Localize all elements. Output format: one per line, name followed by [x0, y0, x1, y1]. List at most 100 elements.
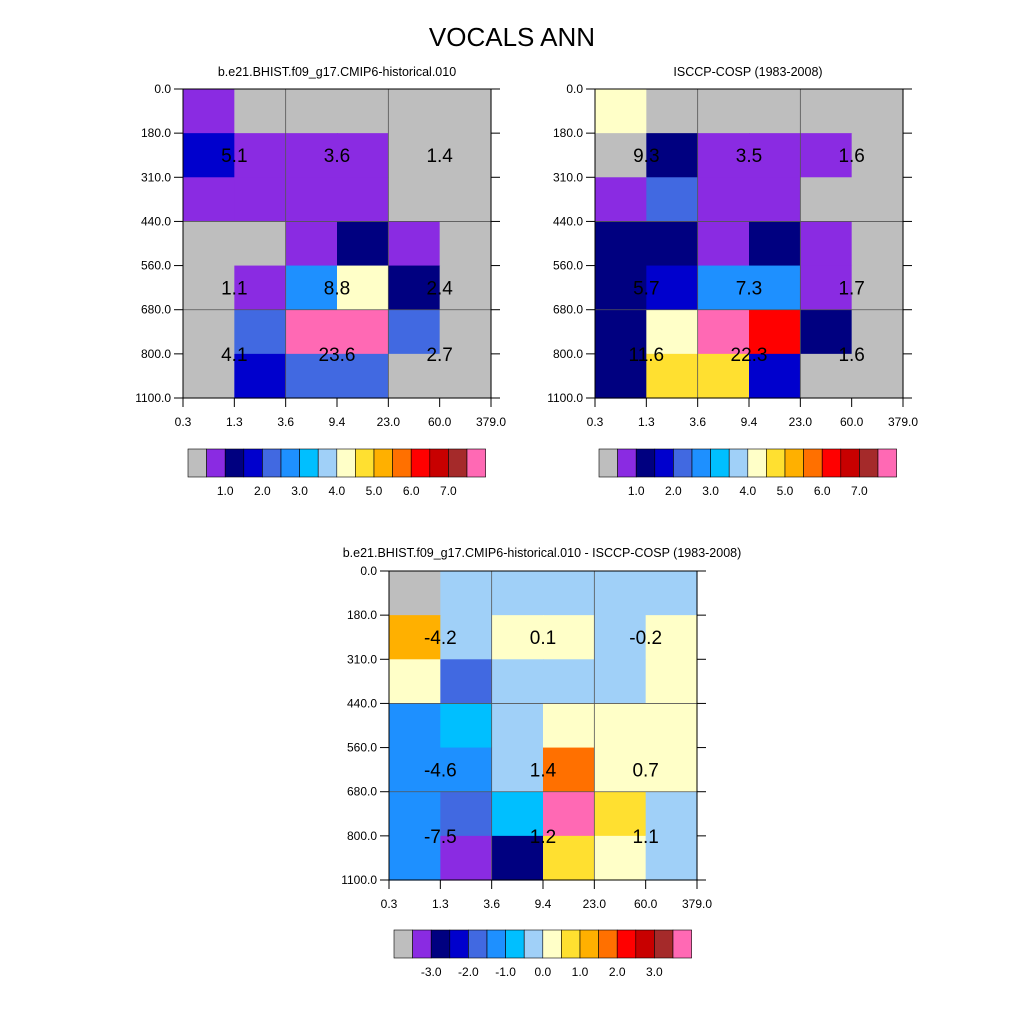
- colorbar-tick-label: 2.0: [609, 965, 626, 979]
- panel-diff-title: b.e21.BHIST.f09_g17.CMIP6-historical.010…: [343, 546, 742, 560]
- heatmap-cell: [645, 659, 698, 705]
- colorbar-swatch: [784, 448, 804, 478]
- heatmap-cell: [645, 835, 698, 881]
- colorbar-swatch: [579, 929, 599, 959]
- heatmap-cell: [337, 265, 389, 311]
- y-tick-label: 1100.0: [547, 391, 583, 405]
- colorbar-tick-label: 3.0: [702, 484, 719, 498]
- heatmap-cell: [388, 133, 441, 178]
- heatmap-cell: [183, 353, 235, 399]
- heatmap-cell: [800, 353, 853, 399]
- colorbar-swatch: [859, 448, 879, 478]
- section-value-label: 7.3: [736, 279, 762, 300]
- heatmap-cell: [491, 791, 544, 837]
- colorbar-swatch: [635, 448, 656, 478]
- heatmap-cell: [388, 353, 441, 399]
- colorbar-tick-label: 3.0: [646, 965, 663, 979]
- panel-diff-axes: 0.0 180.0 310.0 440.0 560.0 680.0 800.0 1100.0 0…: [341, 564, 712, 911]
- heatmap-cell: [388, 265, 441, 311]
- heatmap-cell: [594, 615, 647, 660]
- x-tick-label: 9.4: [741, 415, 758, 429]
- y-tick-label: 180.0: [347, 608, 377, 622]
- heatmap-cell: [491, 571, 544, 616]
- section-value-label: 8.8: [324, 279, 350, 300]
- colorbar-tick-label: 5.0: [366, 484, 383, 498]
- colorbar-diff: -3.0 -2.0 -1.0 0.0 1.0 2.0 3.0: [393, 929, 692, 979]
- heatmap-cell: [285, 221, 338, 267]
- section-value-label: 4.1: [221, 345, 247, 366]
- colorbar-tick-label: 4.0: [328, 484, 345, 498]
- heatmap-cell: [234, 133, 287, 178]
- heatmap-cell: [491, 835, 544, 881]
- colorbar-swatch: [710, 448, 730, 478]
- heatmap-cell: [389, 791, 441, 837]
- x-tick-label: 60.0: [428, 415, 452, 429]
- colorbar-tick-label: 6.0: [814, 484, 831, 498]
- colorbar-tick-label: -2.0: [458, 965, 479, 979]
- colorbar-swatch: [224, 448, 245, 478]
- colorbar-swatch: [393, 929, 413, 959]
- heatmap-cell: [543, 747, 595, 793]
- heatmap-cell: [697, 353, 750, 399]
- heatmap-cell: [388, 177, 441, 223]
- heatmap-cell: [800, 221, 853, 267]
- heatmap-cell: [285, 265, 338, 311]
- heatmap-cell: [285, 133, 338, 178]
- panel-diff-values: -4.2 0.1 -0.2 -4.6 1.4 0.7 -7.5 1.2 1.1: [424, 628, 662, 848]
- y-tick-label: 680.0: [347, 785, 377, 799]
- y-tick-label: 0.0: [566, 82, 583, 96]
- section-value-label: -7.5: [424, 827, 457, 848]
- section-value-label: 22.3: [731, 345, 768, 366]
- heatmap-cell: [800, 133, 853, 178]
- panel-model-values: 5.1 3.6 1.4 1.1 8.8 2.4 4.1 23.6 2.7: [221, 146, 453, 366]
- heatmap-cell: [594, 571, 647, 616]
- heatmap-cell: [234, 89, 287, 134]
- colorbar-swatch: [410, 448, 431, 478]
- colorbar-swatch: [598, 929, 618, 959]
- panel-model-grid: [183, 89, 491, 398]
- heatmap-cell: [440, 571, 493, 616]
- colorbar-swatch: [728, 448, 749, 478]
- colorbar-tick-label: 6.0: [403, 484, 420, 498]
- colorbar-swatch: [616, 929, 637, 959]
- colorbar-swatch: [429, 448, 449, 478]
- heatmap-cell: [285, 353, 338, 399]
- colorbar-swatch: [654, 929, 674, 959]
- colorbar-swatch: [299, 448, 319, 478]
- heatmap-cell: [646, 89, 699, 134]
- colorbar-swatch: [206, 448, 226, 478]
- heatmap-cell: [183, 133, 235, 178]
- colorbar-swatch: [747, 448, 767, 478]
- heatmap-cell: [645, 791, 698, 837]
- colorbar-swatch: [673, 448, 693, 478]
- y-tick-label: 560.0: [141, 259, 171, 273]
- colorbar-swatch: [505, 929, 525, 959]
- colorbar-swatch: [280, 448, 300, 478]
- heatmap-cell: [800, 177, 853, 223]
- x-tick-label: 23.0: [789, 415, 813, 429]
- x-tick-label: 60.0: [840, 415, 864, 429]
- heatmap-cell: [697, 177, 750, 223]
- y-tick-label: 0.0: [360, 564, 377, 578]
- heatmap-cell: [594, 747, 647, 793]
- x-tick-label: 0.3: [381, 897, 398, 911]
- heatmap-cell: [234, 221, 287, 267]
- heatmap-cell: [183, 177, 235, 223]
- colorbar-tick-label: 4.0: [739, 484, 756, 498]
- colorbar-swatch: [392, 448, 412, 478]
- heatmap-cell: [234, 265, 287, 311]
- heatmap-cell: [697, 265, 750, 311]
- y-tick-label: 800.0: [553, 347, 583, 361]
- heatmap-cell: [646, 309, 699, 355]
- heatmap-cell: [543, 659, 595, 705]
- heatmap-cell: [697, 133, 750, 178]
- heatmap-cell: [646, 221, 699, 267]
- x-tick-label: 23.0: [583, 897, 607, 911]
- y-tick-label: 800.0: [141, 347, 171, 361]
- heatmap-cell: [543, 615, 595, 660]
- colorbar-swatch: [691, 448, 711, 478]
- heatmap-cell: [800, 309, 853, 355]
- colorbar-swatch: [840, 448, 860, 478]
- heatmap-cell: [285, 309, 338, 355]
- heatmap-cell: [543, 571, 595, 616]
